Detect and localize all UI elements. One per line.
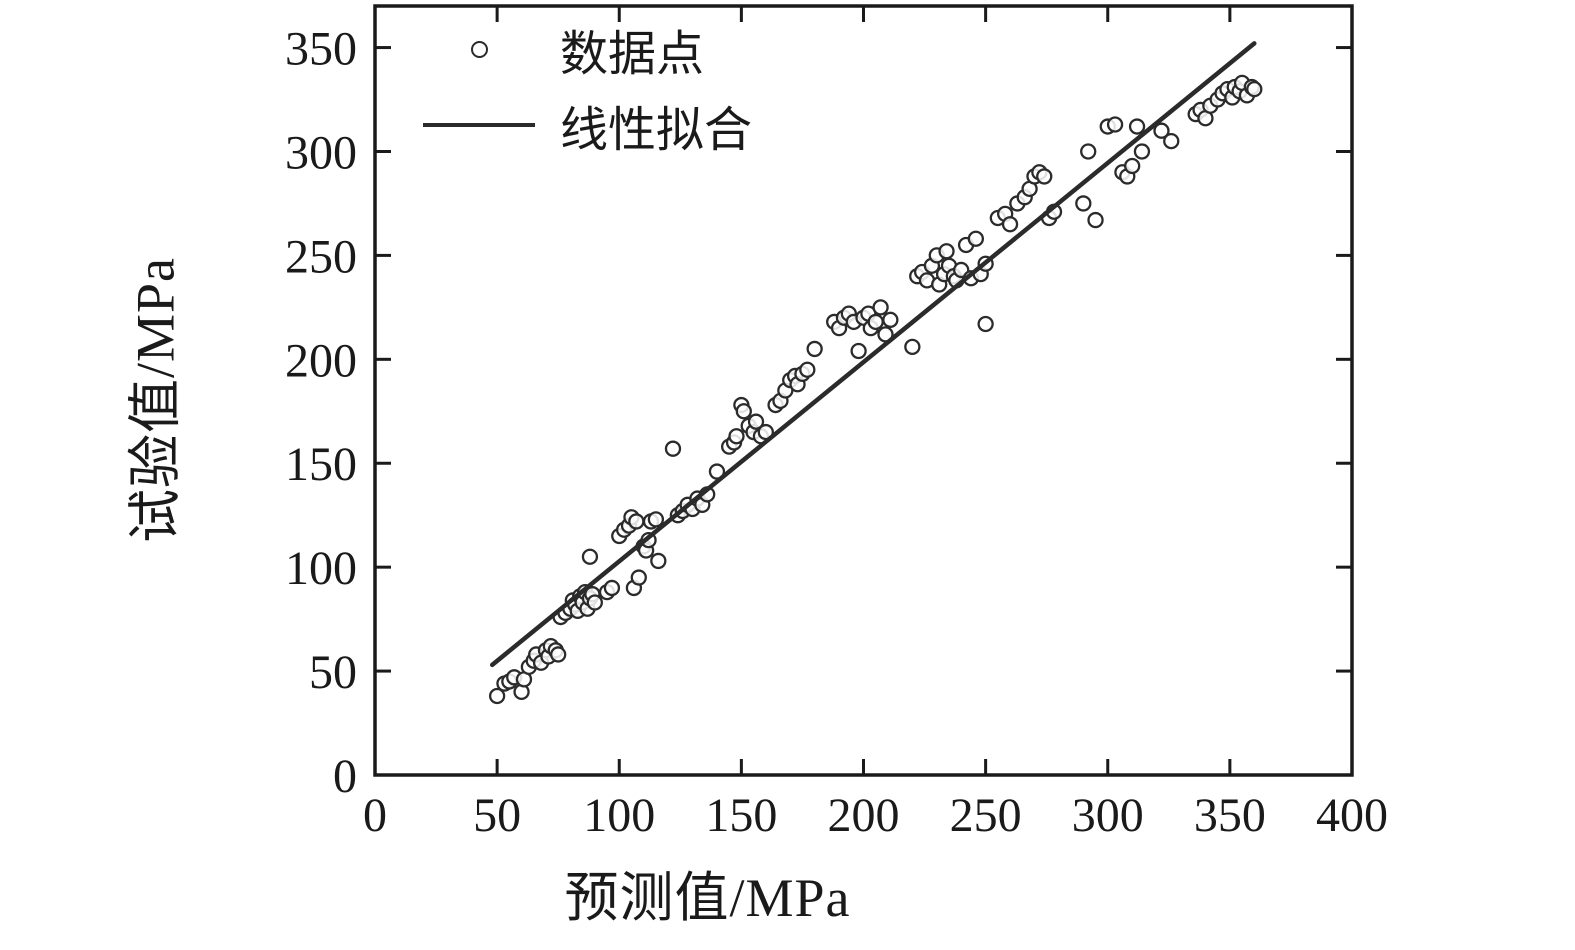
data-point-marker (967, 230, 985, 247)
data-point-marker (977, 315, 994, 333)
data-point-marker (1075, 195, 1092, 212)
data-point-marker (603, 579, 621, 597)
data-point-marker (1124, 157, 1141, 175)
data-point-marker (882, 311, 899, 328)
y-tick-label: 300 (285, 126, 357, 179)
data-point-marker (850, 342, 867, 360)
legend-marker-swatch (420, 40, 538, 58)
data-point-marker (728, 428, 745, 445)
x-tick-label: 0 (363, 789, 387, 842)
data-point-marker (650, 552, 667, 570)
y-tick-label: 200 (285, 334, 357, 387)
fit-line-icon (423, 123, 535, 127)
y-tick-label: 350 (285, 23, 357, 76)
data-point-marker (747, 413, 765, 430)
y-tick-label: 150 (285, 438, 357, 491)
x-axis-label: 预测值/MPa (564, 868, 851, 928)
data-point-marker (1163, 132, 1180, 150)
data-point-marker (806, 340, 823, 358)
legend-item-data-points: 数据点 (420, 18, 752, 81)
data-point-marker (938, 243, 955, 260)
y-tick-label: 50 (309, 646, 357, 699)
x-tick-label: 50 (473, 789, 521, 842)
data-point-marker (581, 548, 599, 565)
y-tick-label: 250 (285, 230, 357, 283)
data-point-marker (1133, 143, 1151, 160)
data-point-marker (1080, 143, 1097, 160)
data-point-marker (904, 338, 921, 356)
data-point-marker (1246, 80, 1263, 98)
legend-label-data-points: 数据点 (560, 28, 705, 81)
x-tick-label: 200 (828, 789, 900, 842)
data-point-marker (1128, 118, 1146, 135)
y-tick-label: 0 (333, 750, 357, 803)
legend-label-linear-fit: 线性拟合 (560, 104, 753, 157)
data-point-marker (872, 299, 889, 316)
data-point-marker (1036, 168, 1053, 185)
data-point-marker (488, 687, 506, 705)
legend-line-swatch (420, 123, 538, 127)
data-point-marker (628, 513, 645, 530)
data-point-marker (630, 569, 647, 586)
x-tick-label: 400 (1316, 789, 1388, 842)
data-point-marker (708, 463, 726, 480)
x-tick-label: 100 (583, 789, 655, 842)
data-point-marker (550, 646, 567, 663)
legend-item-linear-fit: 线性拟合 (420, 94, 752, 157)
data-point-marker (867, 313, 884, 331)
data-point-marker (586, 594, 603, 611)
legend: 数据点 线性拟合 (420, 18, 752, 157)
y-axis-label: 试验值/MPa (125, 256, 186, 544)
y-tick-label: 100 (285, 542, 357, 595)
x-tick-label: 350 (1194, 789, 1266, 842)
x-tick-label: 250 (950, 789, 1022, 842)
data-point-marker (647, 511, 665, 528)
data-point-marker (664, 440, 682, 457)
data-point-marker (735, 403, 752, 420)
data-point-marker (799, 361, 816, 378)
data-point-marker-icon (470, 40, 488, 58)
data-point-marker (1153, 122, 1170, 139)
data-point-marker (1106, 116, 1124, 133)
x-tick-label: 300 (1072, 789, 1144, 842)
x-tick-label: 150 (705, 789, 777, 842)
data-point-marker (1001, 216, 1019, 233)
data-point-marker (1087, 211, 1104, 229)
fit-line (489, 41, 1257, 668)
